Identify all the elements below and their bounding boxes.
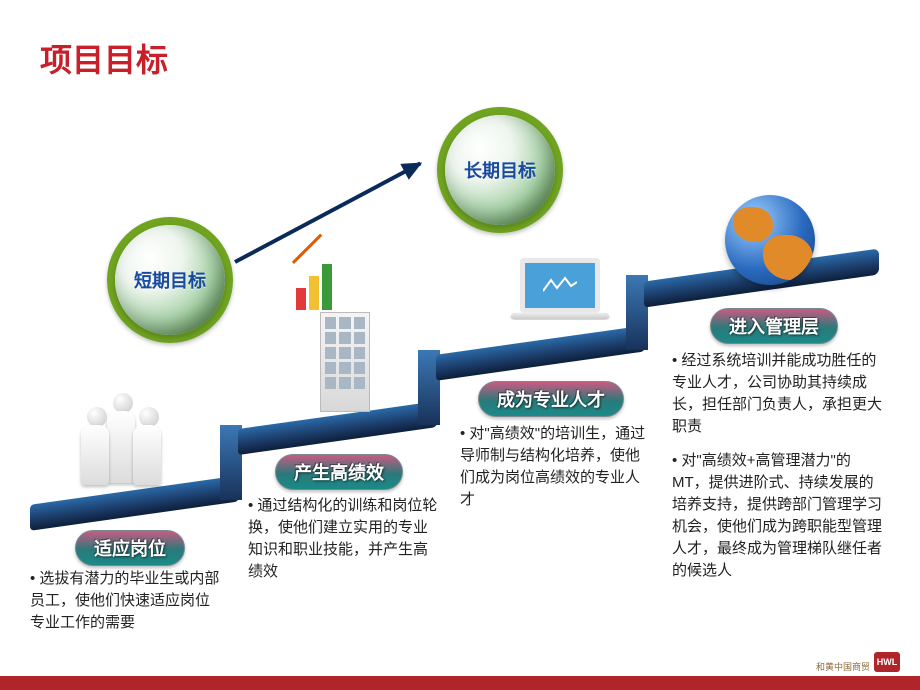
step-platform-s3	[436, 325, 646, 381]
long-term-label: 长期目标	[464, 157, 536, 183]
footer-brand-text: 和黄中国商贸	[816, 662, 870, 672]
globe-icon	[725, 195, 815, 285]
step-desc-s2: • 通过结构化的训练和岗位轮换，使他们建立实用的专业知识和职业技能，并产生高绩效	[248, 495, 438, 583]
slide-title: 项目目标	[40, 35, 168, 81]
step-pill-s1: 适应岗位	[75, 530, 185, 566]
chart-arrow-icon	[292, 234, 322, 264]
footer-bar	[0, 676, 920, 690]
step-pill-s4: 进入管理层	[710, 308, 838, 344]
short-term-label: 短期目标	[134, 267, 206, 293]
footer-logo-icon: HWL	[874, 652, 900, 672]
progress-arrow	[234, 162, 421, 264]
step-desc-s3: • 对"高绩效"的培训生，通过导师制与结构化培养，使他们成为岗位高绩效的专业人才	[460, 423, 650, 511]
short-term-sphere: 短期目标	[115, 225, 225, 335]
step-desc2-s4: • 对"高绩效+高管理潜力"的MT，提供进阶式、持续发展的培养支持，提供跨部门管…	[672, 450, 887, 582]
laptop-icon	[510, 258, 610, 321]
step-pill-s2: 产生高绩效	[275, 454, 403, 490]
long-term-sphere: 长期目标	[445, 115, 555, 225]
step-desc-s4: • 经过系统培训并能成功胜任的专业人才，公司协助其持续成长，担任部门负责人，承担…	[672, 350, 887, 438]
laptop-screen	[520, 258, 600, 313]
step-desc-s1: • 选拔有潜力的毕业生或内部员工，使他们快速适应岗位专业工作的需要	[30, 568, 220, 634]
step-pill-s3: 成为专业人才	[478, 381, 624, 417]
